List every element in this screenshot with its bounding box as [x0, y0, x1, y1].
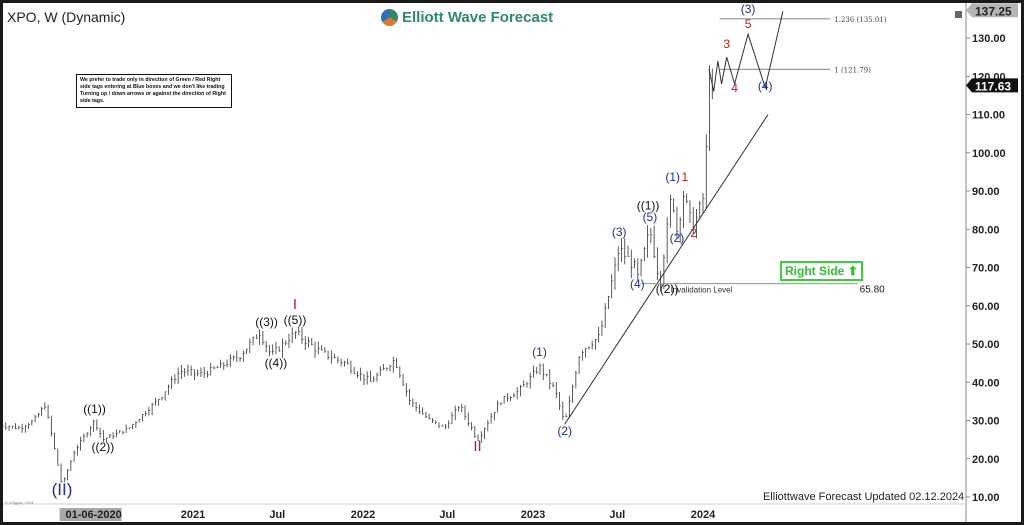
- trading-note: We prefer to trade only in direction of …: [76, 74, 232, 108]
- last-price-label: 117.63: [975, 79, 1011, 93]
- x-cursor-highlight: [59, 508, 122, 521]
- y-tick-label: 110.00: [972, 110, 1005, 122]
- brand-name: Elliott Wave Forecast: [402, 9, 554, 26]
- y-tick-label: 100.00: [972, 148, 1006, 160]
- brand-logo: Elliott Wave Forecast: [381, 9, 553, 26]
- copyright: © eSignal, 2024: [5, 500, 34, 505]
- brand-logo-icon: [381, 9, 398, 26]
- forecast-path: [708, 11, 784, 92]
- y-tick-label: 40.00: [972, 377, 1000, 389]
- wave-label: ((2)): [92, 440, 115, 454]
- wave-label: (2): [670, 231, 685, 245]
- fib-level-label: 1 (121.79): [834, 66, 871, 74]
- x-tick-label: 2021: [181, 509, 205, 521]
- wave-label: (1): [665, 170, 680, 184]
- fib-level-label: 1.236 (135.01): [834, 16, 886, 24]
- wave-label: 5: [745, 17, 752, 31]
- last-price-tag: [966, 78, 1018, 93]
- wave-label: 4: [731, 81, 738, 95]
- wave-label: ((3)): [255, 315, 278, 329]
- right-side-tag: Right Side ⬆: [780, 261, 863, 281]
- x-tick-label: Jul: [269, 509, 285, 521]
- x-tick-label: 2024: [691, 509, 716, 521]
- wave-label: 3: [723, 37, 730, 51]
- wave-label: (5): [643, 210, 658, 224]
- updated-text: Elliottwave Forecast Updated 02.12.2024: [763, 491, 965, 503]
- y-tick-label: 10.00: [972, 492, 1000, 504]
- wave-label: (II): [52, 480, 73, 499]
- chart-title: XPO, W (Dynamic): [7, 9, 126, 25]
- x-tick-label: Jul: [609, 509, 625, 521]
- wave-label: ((4)): [265, 356, 288, 370]
- wave-label: (3): [741, 3, 756, 16]
- y-tick-label: 30.00: [972, 416, 1000, 428]
- y-tick-label: 20.00: [972, 454, 1000, 466]
- invalidation-value: 65.80: [860, 285, 885, 296]
- x-tick-label: Jul: [439, 509, 455, 521]
- right-side-label: Right Side: [785, 264, 845, 278]
- trendline: [564, 114, 769, 425]
- wave-label: (2): [557, 424, 572, 438]
- wave-label: I: [293, 296, 297, 313]
- wave-label: (4): [630, 277, 645, 291]
- chart-window: 10.00 20.00 30.00 40.00 50.00 60.00 70.00 80.00…: [3, 3, 1021, 522]
- wave-label: (1): [532, 345, 547, 359]
- top-price-label: 137.25: [975, 4, 1012, 18]
- top-price-tag: [966, 3, 1018, 18]
- wave-label: 2: [690, 226, 697, 240]
- wave-label: 1: [681, 170, 688, 184]
- wave-label: ((5)): [284, 313, 307, 327]
- wave-label: (3): [612, 225, 627, 239]
- y-tick-label: 80.00: [972, 224, 1000, 236]
- y-tick-label: 50.00: [972, 339, 1000, 351]
- wave-label: ((2)): [656, 282, 679, 296]
- x-tick-label: 2022: [351, 509, 375, 521]
- wave-label: II: [473, 438, 481, 455]
- y-tick-label: 90.00: [972, 186, 1000, 198]
- arrow-up-icon: ⬆: [847, 264, 858, 278]
- chart-options-icon[interactable]: [955, 11, 962, 18]
- wave-label: ((1)): [83, 402, 106, 416]
- price-chart[interactable]: 10.00 20.00 30.00 40.00 50.00 60.00 70.00 80.00…: [3, 3, 1021, 522]
- x-tick-label: 01-06-2020: [65, 509, 121, 521]
- x-tick-label: 2023: [521, 509, 545, 521]
- y-tick-label: 130.00: [972, 33, 1006, 45]
- y-tick-label: 70.00: [972, 263, 1000, 275]
- invalidation-label: Invalidation Level: [671, 286, 733, 295]
- y-tick-label: 60.00: [972, 301, 1000, 313]
- wave-label: ((1)): [637, 198, 660, 212]
- wave-label: (4): [758, 79, 773, 93]
